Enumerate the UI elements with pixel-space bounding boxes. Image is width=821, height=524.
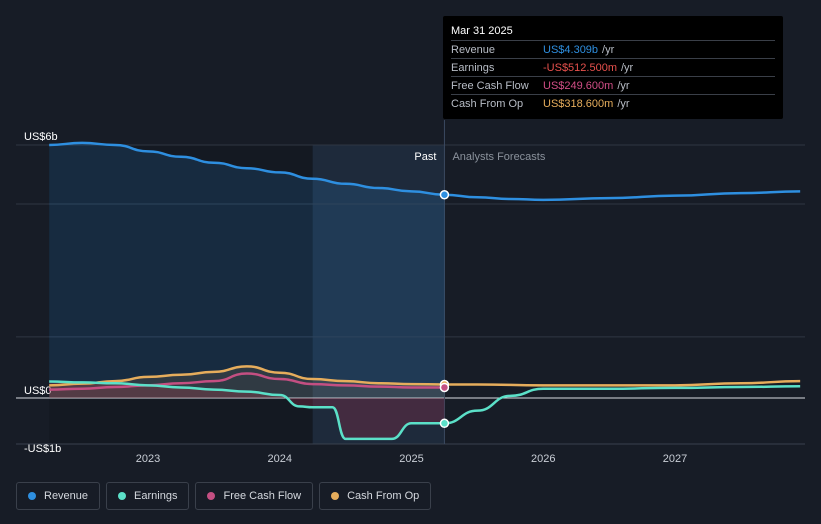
tooltip-label: Revenue — [451, 43, 496, 56]
legend-dot-icon — [207, 492, 216, 500]
tooltip-row-revenue: Revenue US$4.309b /yr — [451, 40, 775, 58]
y-axis-label: -US$1b — [24, 443, 61, 455]
legend-label: Revenue — [44, 490, 89, 502]
earnings-area — [49, 381, 445, 439]
chart-legend: Revenue Earnings Free Cash Flow Cash Fro… — [16, 482, 432, 512]
tooltip-unit: /yr — [621, 61, 634, 74]
earnings-marker — [439, 418, 450, 429]
earnings-line — [49, 380, 801, 441]
legend-label: Cash From Op — [347, 490, 420, 502]
legend-label: Free Cash Flow — [223, 490, 302, 502]
highlight-region-background — [312, 145, 445, 444]
tooltip-value: US$249.600m — [543, 79, 614, 92]
cash-from-op-line — [49, 365, 801, 387]
legend-dot-icon — [331, 492, 340, 500]
legend-item-cash-from-op[interactable]: Cash From Op — [319, 482, 432, 510]
revenue-area — [49, 142, 445, 398]
x-tick-label: 2026 — [531, 453, 555, 465]
tooltip-row-cash-from-op: Cash From Op US$318.600m /yr — [451, 94, 775, 112]
free-cash-flow-line — [49, 372, 445, 391]
tooltip-unit: /yr — [617, 79, 630, 92]
tooltip-date: Mar 31 2025 — [451, 25, 513, 37]
legend-item-revenue[interactable]: Revenue — [16, 482, 101, 510]
x-tick-label: 2025 — [399, 453, 423, 465]
legend-dot-icon — [118, 492, 127, 500]
tooltip-label: Cash From Op — [451, 97, 524, 110]
cash-from-op-area — [49, 366, 445, 398]
y-axis-label: US$6b — [24, 131, 58, 143]
chart-tooltip: Mar 31 2025 Revenue US$4.309b /yr Earnin… — [443, 16, 783, 119]
free-cash-flow-marker — [439, 382, 450, 393]
forecast-label: Analysts Forecasts — [452, 151, 545, 163]
past-label: Past — [414, 151, 436, 163]
tooltip-label: Free Cash Flow — [451, 79, 529, 92]
x-tick-label: 2027 — [663, 453, 687, 465]
tooltip-value: -US$512.500m — [543, 61, 617, 74]
tooltip-value: US$318.600m — [543, 97, 614, 110]
tooltip-row-earnings: Earnings -US$512.500m /yr — [451, 58, 775, 76]
y-axis-label: US$0 — [24, 385, 52, 397]
tooltip-unit: /yr — [617, 97, 630, 110]
legend-label: Earnings — [134, 490, 178, 502]
legend-item-earnings[interactable]: Earnings — [106, 482, 190, 510]
x-tick-label: 2023 — [136, 453, 160, 465]
legend-dot-icon — [28, 492, 36, 500]
revenue-marker — [439, 190, 450, 200]
x-tick-label: 2024 — [268, 453, 292, 465]
tooltip-label: Earnings — [451, 61, 495, 74]
legend-item-free-cash-flow[interactable]: Free Cash Flow — [195, 482, 314, 510]
tooltip-row-free-cash-flow: Free Cash Flow US$249.600m /yr — [451, 76, 775, 94]
tooltip-value: US$4.309b — [543, 43, 599, 56]
revenue-line — [49, 141, 801, 202]
tooltip-unit: /yr — [602, 43, 615, 56]
